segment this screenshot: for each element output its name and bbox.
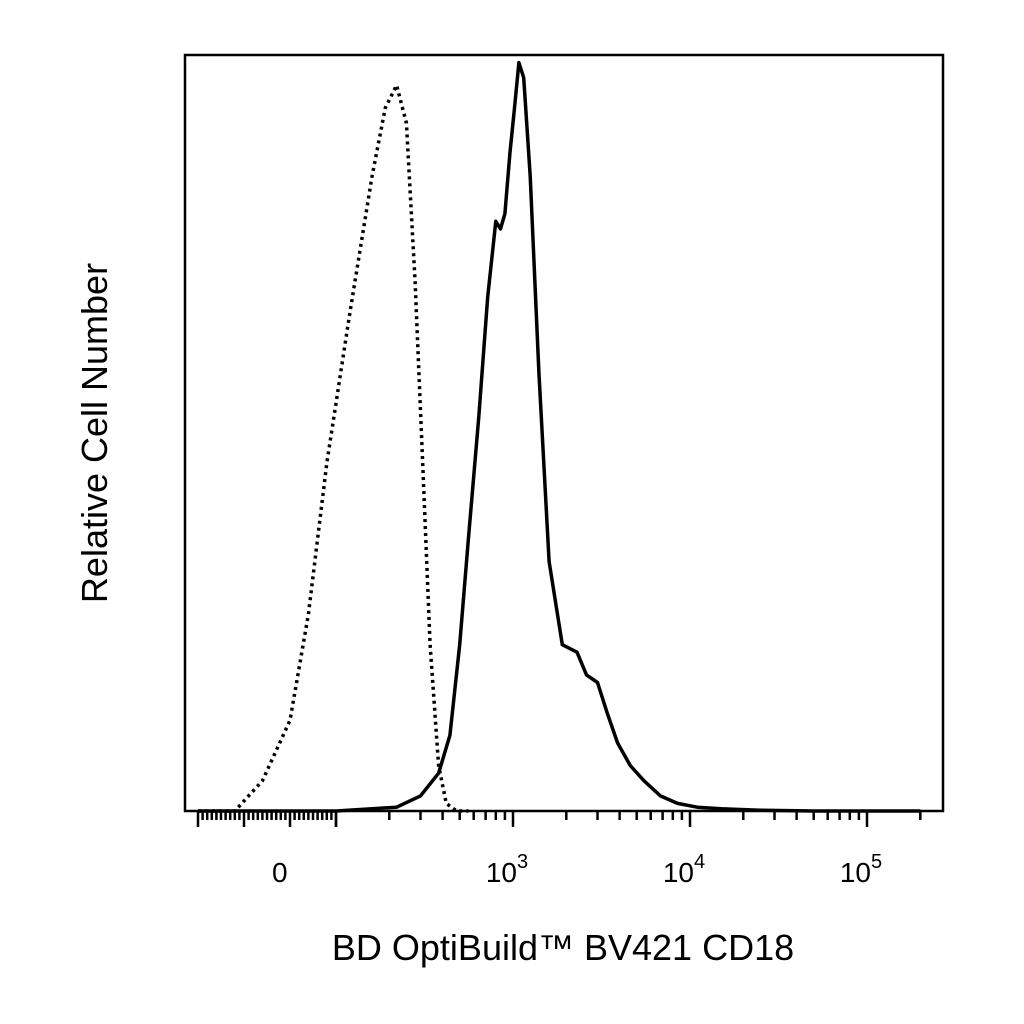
plot-frame xyxy=(183,53,945,813)
histogram-solid-series xyxy=(198,60,921,813)
x-axis-tick-labels: 0 103 104 105 xyxy=(272,851,882,888)
x-tick-label: 103 xyxy=(486,851,528,888)
x-tick-label: 0 xyxy=(272,857,288,888)
x-tick-label: 105 xyxy=(840,851,882,888)
x-axis-label: BD OptiBuild™ BV421 CD18 xyxy=(332,927,794,968)
histogram-dotted-series xyxy=(198,83,469,813)
y-axis-label: Relative Cell Number xyxy=(74,263,115,603)
series-layer xyxy=(198,60,921,813)
x-axis-ticks xyxy=(196,811,922,827)
x-tick-label: 104 xyxy=(663,851,705,888)
